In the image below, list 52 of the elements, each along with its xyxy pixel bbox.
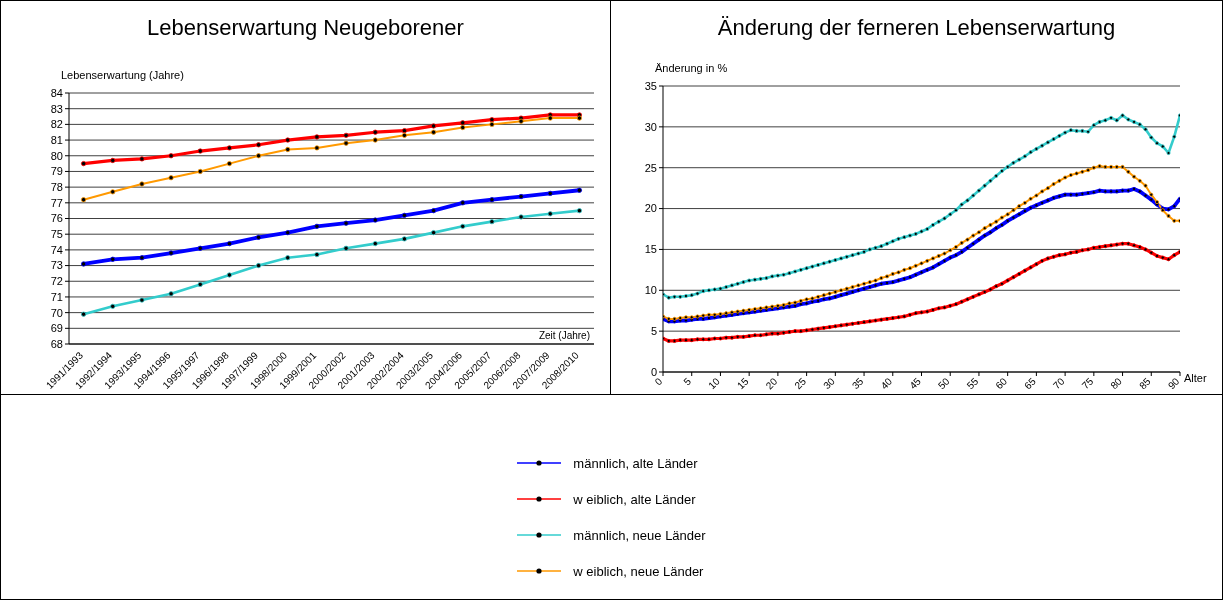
y-tick-label: 5 [650,325,657,338]
x-tick-label: 75 [1079,375,1096,392]
x-tick-label: 80 [1108,375,1125,392]
y-tick-label: 25 [644,161,657,174]
legend-label: w eiblich, neue Länder [573,563,704,579]
y-tick-label: 83 [50,102,63,115]
x-tick-label: 85 [1137,375,1153,392]
x-tick-label: 25 [792,375,809,392]
y-tick-label: 30 [644,120,657,133]
y-tick-label: 79 [50,165,63,178]
x-tick-label: 90 [1165,375,1182,392]
y-tick-label: 84 [50,86,63,99]
x-tick-label: 60 [993,375,1010,392]
x-tick-label: 40 [878,375,895,392]
x-tick-label: 30 [821,375,838,392]
y-axis-title: Änderung in % [655,62,728,74]
x-tick-label: 70 [1050,375,1067,392]
x-axis-title: Alter [1184,372,1207,384]
x-tick-label: 5 [681,375,694,388]
y-tick-label: 77 [50,196,63,209]
x-tick-label: 10 [706,375,723,392]
x-tick-label: 55 [964,375,981,392]
legend-label: männlich, neue Länder [573,527,706,543]
y-tick-label: 74 [50,243,63,256]
y-tick-label: 80 [50,149,63,162]
y-tick-label: 35 [644,79,657,92]
y-tick-label: 71 [50,290,63,303]
legend-label: männlich, alte Länder [573,455,698,471]
x-tick-label: 15 [734,375,751,392]
x-tick-label: 20 [763,375,780,392]
y-tick-label: 82 [50,118,63,131]
y-tick-label: 75 [50,228,63,241]
y-tick-label: 70 [50,306,63,319]
x-tick-label: 35 [849,375,866,392]
x-axis-title: Zeit (Jahre) [538,330,590,341]
y-tick-label: 20 [644,202,657,215]
chart-title: Lebenserwartung Neugeborener [146,15,465,41]
x-tick-label: 50 [935,375,952,392]
y-tick-label: 10 [644,284,657,297]
x-tick-label: 65 [1022,375,1039,392]
y-tick-label: 68 [50,337,63,350]
y-tick-label: 72 [50,275,63,288]
x-tick-label: 45 [907,375,924,392]
y-tick-label: 69 [50,322,63,335]
y-tick-label: 76 [50,212,63,225]
y-axis-title: Lebenserwartung (Jahre) [61,69,184,81]
legend-label: w eiblich, alte Länder [573,491,696,507]
y-tick-label: 78 [50,181,63,194]
y-tick-label: 73 [50,259,63,272]
y-tick-label: 81 [50,133,63,146]
y-tick-label: 15 [644,243,657,256]
chart-title: Änderung der ferneren Lebenserwartung [716,15,1117,41]
